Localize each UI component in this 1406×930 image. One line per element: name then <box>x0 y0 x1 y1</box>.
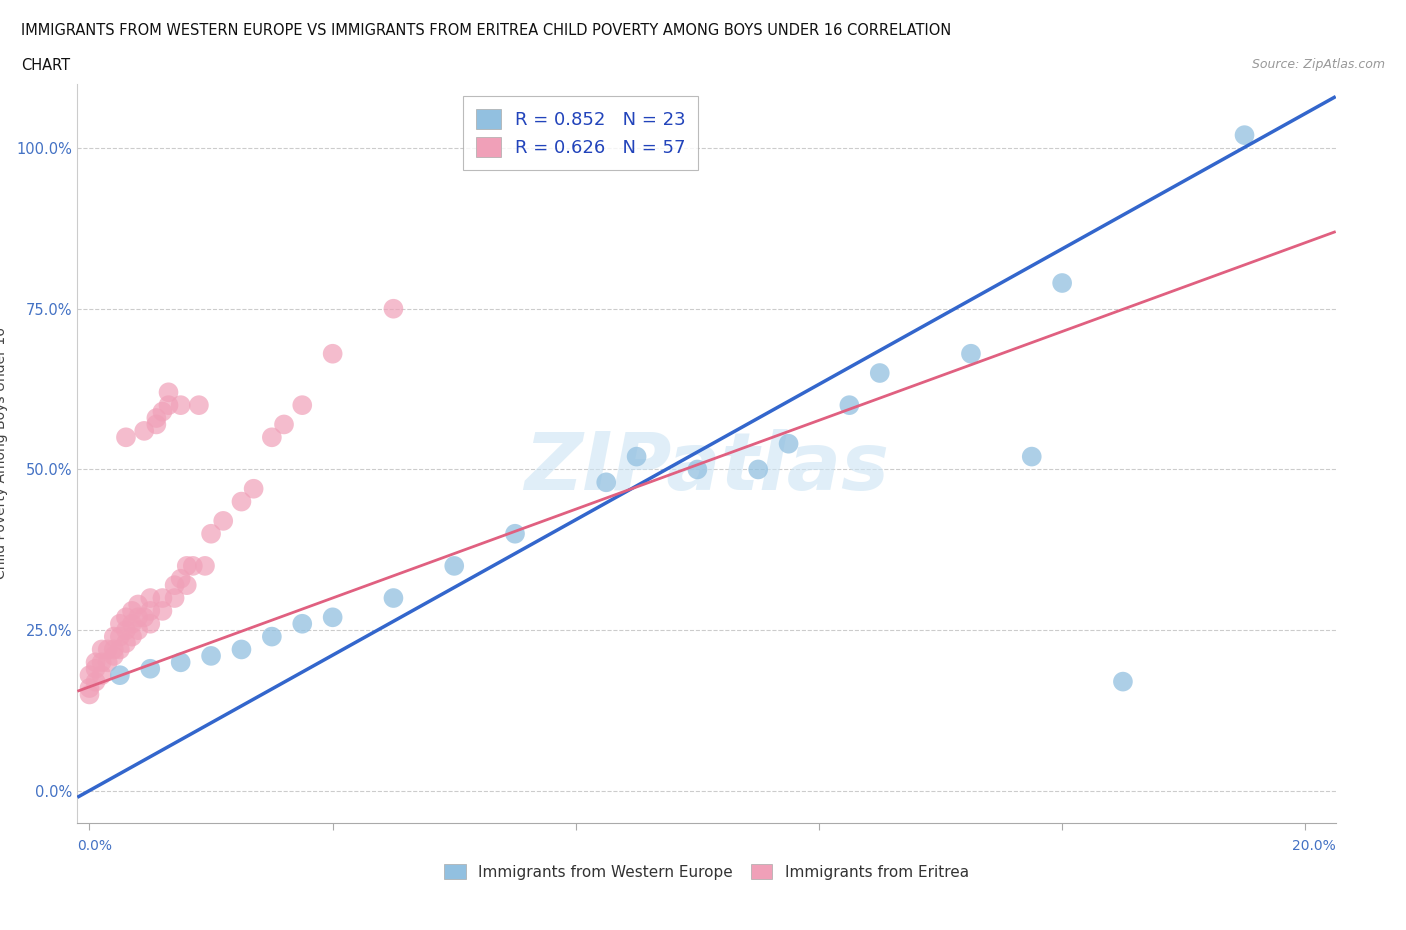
Point <box>152 405 174 419</box>
Point <box>103 630 125 644</box>
Point <box>115 610 138 625</box>
Point <box>127 610 149 625</box>
Point <box>260 630 283 644</box>
Point <box>108 668 131 683</box>
Point <box>108 630 131 644</box>
Point <box>322 346 344 361</box>
Point <box>145 410 167 425</box>
Point <box>170 655 193 670</box>
Point <box>838 398 860 413</box>
Point <box>212 513 235 528</box>
Point <box>152 604 174 618</box>
Point <box>170 398 193 413</box>
Text: ZIPatlas: ZIPatlas <box>524 429 889 507</box>
Point <box>115 430 138 445</box>
Point <box>291 398 314 413</box>
Point <box>108 642 131 657</box>
Point <box>152 591 174 605</box>
Point <box>121 630 143 644</box>
Point <box>686 462 709 477</box>
Point <box>322 610 344 625</box>
Point <box>163 591 186 605</box>
Point <box>1021 449 1043 464</box>
Point <box>176 578 198 592</box>
Point <box>121 617 143 631</box>
Point <box>79 687 101 702</box>
Point <box>194 558 217 573</box>
Point <box>242 482 264 497</box>
Point <box>127 623 149 638</box>
Point <box>84 655 107 670</box>
Point <box>382 301 405 316</box>
Point <box>90 655 112 670</box>
Point <box>90 642 112 657</box>
Point <box>134 423 156 438</box>
Text: 20.0%: 20.0% <box>1292 839 1336 853</box>
Point <box>108 617 131 631</box>
Point <box>115 635 138 650</box>
Text: IMMIGRANTS FROM WESTERN EUROPE VS IMMIGRANTS FROM ERITREA CHILD POVERTY AMONG BO: IMMIGRANTS FROM WESTERN EUROPE VS IMMIGR… <box>21 23 952 38</box>
Point <box>139 591 162 605</box>
Point <box>97 642 120 657</box>
Point <box>260 430 283 445</box>
Point <box>747 462 769 477</box>
Point <box>778 436 800 451</box>
Point <box>79 681 101 696</box>
Point <box>139 661 162 676</box>
Point <box>79 668 101 683</box>
Point <box>139 604 162 618</box>
Point <box>176 558 198 573</box>
Point <box>869 365 891 380</box>
Point <box>90 668 112 683</box>
Point <box>443 558 465 573</box>
Point <box>960 346 983 361</box>
Point <box>1112 674 1135 689</box>
Point <box>97 655 120 670</box>
Point <box>84 674 107 689</box>
Point <box>503 526 526 541</box>
Point <box>134 610 156 625</box>
Point <box>157 385 180 400</box>
Text: 0.0%: 0.0% <box>77 839 112 853</box>
Y-axis label: Child Poverty Among Boys Under 16: Child Poverty Among Boys Under 16 <box>0 327 8 579</box>
Point <box>1050 275 1073 290</box>
Point <box>181 558 204 573</box>
Point <box>163 578 186 592</box>
Text: CHART: CHART <box>21 58 70 73</box>
Point <box>382 591 405 605</box>
Point <box>157 398 180 413</box>
Point <box>200 648 222 663</box>
Point <box>121 604 143 618</box>
Point <box>139 617 162 631</box>
Point <box>145 417 167 432</box>
Point <box>595 475 617 490</box>
Point <box>170 571 193 586</box>
Point <box>291 617 314 631</box>
Point <box>84 661 107 676</box>
Point <box>187 398 209 413</box>
Point <box>103 642 125 657</box>
Point <box>103 648 125 663</box>
Point <box>1233 127 1256 142</box>
Point <box>200 526 222 541</box>
Point <box>626 449 648 464</box>
Point <box>231 494 253 509</box>
Legend: Immigrants from Western Europe, Immigrants from Eritrea: Immigrants from Western Europe, Immigran… <box>439 857 974 885</box>
Text: Source: ZipAtlas.com: Source: ZipAtlas.com <box>1251 58 1385 71</box>
Point <box>115 623 138 638</box>
Point <box>273 417 295 432</box>
Point <box>127 597 149 612</box>
Point <box>231 642 253 657</box>
